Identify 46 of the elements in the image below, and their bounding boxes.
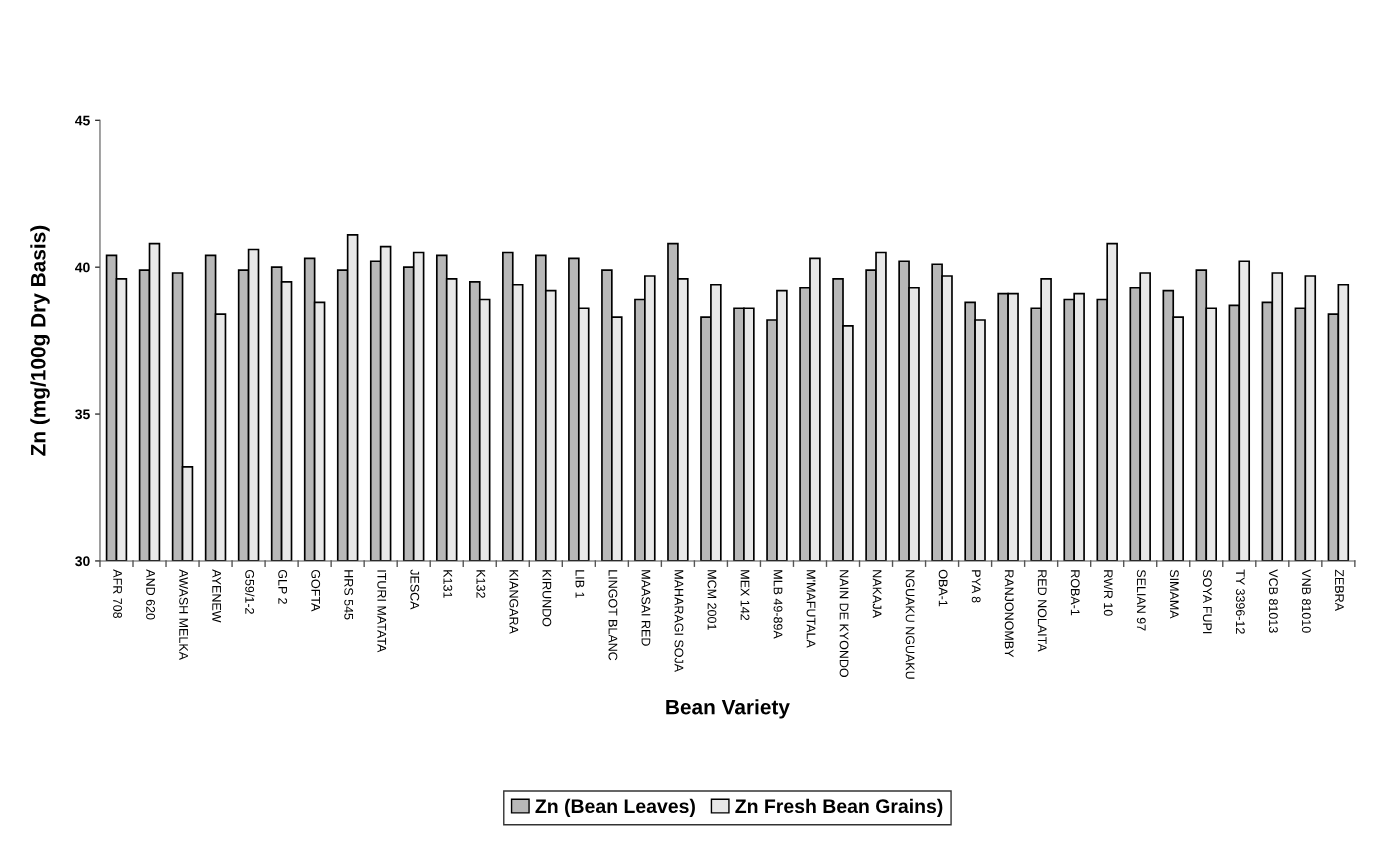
x-axis-title: Bean Variety	[666, 699, 790, 719]
x-tick-label: RED NOLAITA	[1037, 570, 1047, 652]
x-tick-label: HRS 545	[344, 570, 354, 620]
y-tick-label: 40	[75, 262, 90, 273]
x-tick-label: LIB 1	[575, 570, 585, 598]
x-tick-label: MAASAI RED	[641, 570, 651, 646]
x-tick-label: MLB 49-89A	[773, 570, 783, 639]
y-tick-label: 30	[75, 556, 90, 567]
x-tick-label: K131	[443, 570, 453, 598]
x-tick-label: K132	[476, 570, 486, 598]
x-tick-label: G59/1-2	[245, 569, 255, 614]
y-axis-title: Zn (mg/100g Dry Basis)	[30, 225, 50, 456]
x-tick-label: NAIN DE KYONDO	[839, 570, 849, 678]
x-tick-label: RWR 10	[1103, 570, 1113, 616]
x-tick-label: KIANGARA	[509, 570, 519, 634]
x-tick-label: KIRUNDO	[542, 570, 552, 627]
y-tick-label: 35	[75, 409, 90, 420]
legend-label: Zn (Bean Leaves)	[535, 798, 695, 817]
y-tick-label: 45	[75, 115, 90, 126]
x-tick-label: RANJONOMBY	[1004, 570, 1014, 658]
x-tick-label: ITURI MATATA	[377, 570, 387, 653]
x-tick-label: PYA 8	[971, 570, 981, 603]
x-tick-label: GOFTA	[311, 569, 321, 612]
x-tick-label: NAKAJA	[872, 570, 882, 618]
x-tick-label: ROBA-1	[1070, 570, 1080, 616]
x-tick-label: VNB 81010	[1301, 569, 1311, 633]
x-tick-label: ZEBRA	[1335, 569, 1344, 611]
x-tick-label: M'MAFUTALA	[806, 570, 816, 648]
x-tick-label: AND 620	[146, 569, 156, 620]
x-tick-label: SOYA FUPI	[1202, 569, 1212, 634]
x-tick-label: OBA-1	[938, 569, 948, 607]
x-tick-label: AWASH MELKA	[179, 569, 189, 660]
x-tick-label: SIMAMA	[1169, 569, 1179, 619]
x-tick-label: MCM 2001	[707, 570, 717, 630]
x-tick-label: VCB 81013	[1268, 569, 1278, 633]
x-tick-label: GLP 2	[278, 569, 288, 604]
x-tick-label: MAHARAGI SOJA	[674, 570, 684, 673]
x-tick-label: JESCA	[410, 569, 420, 610]
x-tick-label: MEX 142	[740, 570, 750, 621]
x-tick-label: SELIAN 97	[1136, 569, 1146, 631]
x-tick-label: AYENEW	[212, 569, 221, 623]
x-tick-label: AFR 708	[113, 569, 122, 619]
x-tick-label: NGUAKU NGUAKU	[905, 570, 915, 679]
x-tick-label: LINGOT BLANC	[608, 570, 618, 661]
x-tick-label: TY 3396-12	[1235, 569, 1245, 634]
legend-label: Zn Fresh Bean Grains)	[735, 798, 943, 817]
